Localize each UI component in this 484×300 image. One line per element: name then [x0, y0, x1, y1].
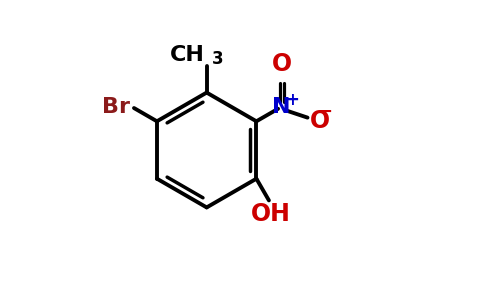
Text: Br: Br	[103, 97, 131, 117]
Text: −: −	[317, 103, 332, 121]
Text: OH: OH	[250, 202, 290, 226]
Text: O: O	[310, 109, 330, 133]
Text: +: +	[285, 91, 299, 109]
Text: CH: CH	[170, 45, 205, 64]
Text: 3: 3	[212, 50, 224, 68]
Text: N: N	[272, 97, 291, 117]
Text: O: O	[272, 52, 292, 76]
